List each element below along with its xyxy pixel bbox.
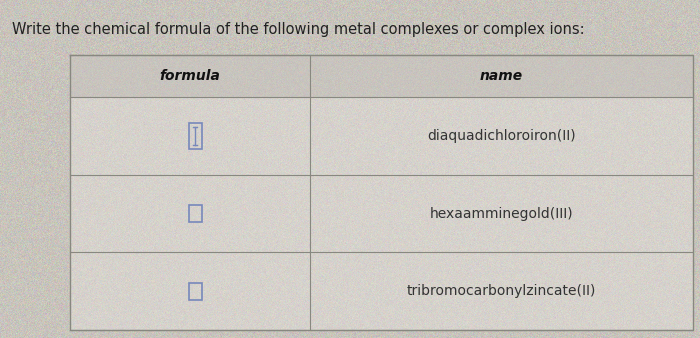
Text: Write the chemical formula of the following metal complexes or complex ions:: Write the chemical formula of the follow… [12,22,584,37]
Bar [188,205,202,222]
Text: formula: formula [160,69,220,83]
Text: hexaamminegold(III): hexaamminegold(III) [430,207,573,220]
Bar [188,283,202,300]
Text: name: name [480,69,523,83]
Text: tribromocarbonylzincate(II): tribromocarbonylzincate(II) [407,284,596,298]
Bar [188,123,202,149]
Text: diaquadichloroiron(II): diaquadichloroiron(II) [427,129,576,143]
